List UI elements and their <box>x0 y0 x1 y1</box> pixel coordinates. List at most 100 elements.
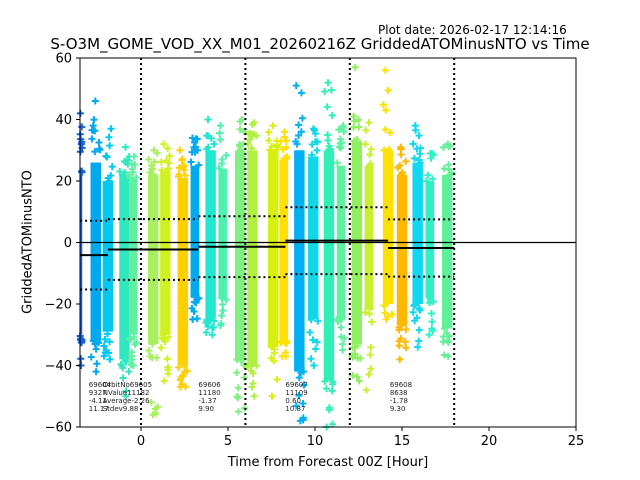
band-core <box>205 150 216 320</box>
scatter-point <box>130 333 138 341</box>
x-tick-label: 5 <box>224 434 232 449</box>
scatter-point <box>210 317 218 325</box>
scatter-point <box>367 145 375 153</box>
band-core <box>234 150 246 360</box>
scatter-point <box>292 82 300 90</box>
scatter-point <box>445 161 453 169</box>
x-axis-ticks: 0 5 10 15 20 25 <box>137 427 584 449</box>
scatter-point <box>324 136 332 144</box>
band-core <box>425 181 435 298</box>
scatter-point <box>366 162 374 170</box>
scatter-point <box>422 177 430 185</box>
scatter-point <box>216 322 224 330</box>
scatter-point <box>415 326 423 334</box>
scatter-point <box>101 335 109 343</box>
scatter-point <box>236 125 244 133</box>
scatter-point <box>181 172 189 180</box>
band-core <box>382 150 394 304</box>
scatter-point <box>382 315 390 323</box>
band-core <box>102 181 114 332</box>
scatter-point <box>277 337 285 345</box>
scatter-point <box>349 372 357 380</box>
orbit-stat-annotation: 69604 9327 -4.11 11.17 <box>88 381 112 413</box>
y-axis-ticks: −60 −40 −20 0 20 40 60 <box>45 52 80 436</box>
scatter-point <box>266 146 274 154</box>
scatter-point <box>429 327 437 335</box>
scatter-point <box>353 373 361 381</box>
scatter-point <box>399 169 407 177</box>
scatter-point <box>247 145 255 153</box>
scatter-point <box>166 152 174 160</box>
scatter-point <box>146 352 154 360</box>
scatter-point <box>128 165 136 173</box>
scatter-point <box>335 126 343 134</box>
scatter-point <box>314 317 322 325</box>
scatter-point <box>297 89 305 97</box>
scatter-point <box>308 151 316 159</box>
scatter-point <box>411 154 419 162</box>
orbit-stat-annotation: 69608 8638 -1.78 9.30 <box>389 381 413 413</box>
scatter-point <box>361 140 369 148</box>
scatter-point <box>414 343 422 351</box>
scatter-point <box>428 318 436 326</box>
scatter-point <box>265 128 273 136</box>
scatter-point <box>148 340 156 348</box>
scatter-point <box>277 137 285 145</box>
scatter-point <box>89 126 97 134</box>
scatter-point <box>313 146 321 154</box>
band-core <box>268 150 279 348</box>
scatter-point <box>269 122 277 130</box>
scatter-point <box>395 326 403 334</box>
x-axis-label: Time from Forecast 00Z [Hour] <box>227 455 429 470</box>
scatter-point <box>204 143 212 151</box>
scatter-point <box>107 125 115 133</box>
band-core <box>396 174 408 326</box>
scatter-point <box>78 167 86 175</box>
scatter-point <box>119 374 127 382</box>
scatter-point <box>233 369 241 377</box>
scatter-point <box>164 144 172 152</box>
scatter-point <box>440 351 448 359</box>
scatter-point <box>91 148 99 156</box>
scatter-point <box>121 168 129 176</box>
scatter-point <box>327 86 335 94</box>
scatter-point <box>126 173 134 181</box>
scatter-point <box>413 145 421 153</box>
scatter-point <box>425 331 433 339</box>
scatter-point <box>216 129 224 137</box>
scatter-point <box>160 377 168 385</box>
scatter-point <box>446 171 454 179</box>
scatter-point <box>368 318 376 326</box>
scatter-point <box>441 325 449 333</box>
scatter-point <box>424 171 432 179</box>
scatter-point <box>445 332 453 340</box>
scatter-point <box>416 158 424 166</box>
scatter-point <box>439 143 447 151</box>
scatter-point <box>101 349 109 357</box>
scatter-point <box>381 66 389 74</box>
data-band <box>187 134 203 323</box>
scatter-point <box>366 351 374 359</box>
scatter-point <box>384 86 392 94</box>
chart-title: S-O3M_GOME_VOD_XX_M01_20260216Z GriddedA… <box>50 35 590 53</box>
scatter-point <box>189 134 196 142</box>
scatter-point <box>337 323 345 331</box>
scatter-point <box>309 125 317 133</box>
scatter-point <box>321 377 329 385</box>
scatter-point <box>107 172 115 180</box>
scatter-point <box>429 175 437 183</box>
scatter-point <box>444 140 452 148</box>
scatter-point <box>310 362 318 369</box>
scatter-point <box>250 119 258 127</box>
band-core <box>147 174 159 344</box>
scatter-point <box>189 315 197 323</box>
scatter-point <box>218 294 226 302</box>
x-tick-label: 0 <box>137 434 145 449</box>
scatter-point <box>106 355 114 363</box>
data-band <box>439 140 456 360</box>
band-core <box>90 162 101 341</box>
data-band <box>306 125 322 369</box>
scatter-point <box>340 334 348 342</box>
scatter-point <box>177 373 185 381</box>
